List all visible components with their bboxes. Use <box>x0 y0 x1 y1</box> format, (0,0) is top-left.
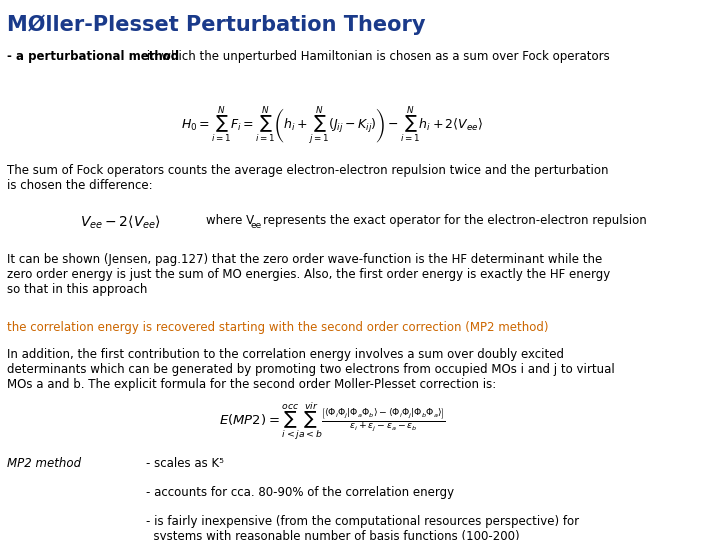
Text: $V_{ee} - 2\langle V_{ee}\rangle$: $V_{ee} - 2\langle V_{ee}\rangle$ <box>80 214 161 231</box>
Text: $E(MP2) = \sum_{\substack{i<j}}^{occ}\sum_{\substack{a<b}}^{vir} \frac{\left[\la: $E(MP2) = \sum_{\substack{i<j}}^{occ}\su… <box>219 400 446 442</box>
Text: - accounts for cca. 80-90% of the correlation energy: - accounts for cca. 80-90% of the correl… <box>146 486 454 499</box>
Text: the correlation energy is recovered starting with the second order correction (M: the correlation energy is recovered star… <box>6 321 548 334</box>
Text: - scales as K⁵: - scales as K⁵ <box>146 457 224 470</box>
Text: ee: ee <box>251 221 262 230</box>
Text: represents the exact operator for the electron-electron repulsion: represents the exact operator for the el… <box>263 214 647 227</box>
Text: - is fairly inexpensive (from the computational resources perspective) for
  sys: - is fairly inexpensive (from the comput… <box>146 515 580 540</box>
Text: It can be shown (Jensen, pag.127) that the zero order wave-function is the HF de: It can be shown (Jensen, pag.127) that t… <box>6 253 610 296</box>
Text: The sum of Fock operators counts the average electron-electron repulsion twice a: The sum of Fock operators counts the ave… <box>6 164 608 192</box>
Text: - a perturbational method: - a perturbational method <box>6 50 179 63</box>
Text: in which the unperturbed Hamiltonian is chosen as a sum over Fock operators: in which the unperturbed Hamiltonian is … <box>143 50 610 63</box>
Text: MP2 method: MP2 method <box>6 457 81 470</box>
Text: where V: where V <box>206 214 254 227</box>
Text: In addition, the first contribution to the correlation energy involves a sum ove: In addition, the first contribution to t… <box>6 348 614 391</box>
Text: MØller-Plesset Perturbation Theory: MØller-Plesset Perturbation Theory <box>6 15 425 36</box>
Text: $H_0 = \sum_{i=1}^{N} F_i = \sum_{i=1}^{N}\left(h_i + \sum_{j=1}^{N}(J_{ij}-K_{i: $H_0 = \sum_{i=1}^{N} F_i = \sum_{i=1}^{… <box>181 104 483 147</box>
